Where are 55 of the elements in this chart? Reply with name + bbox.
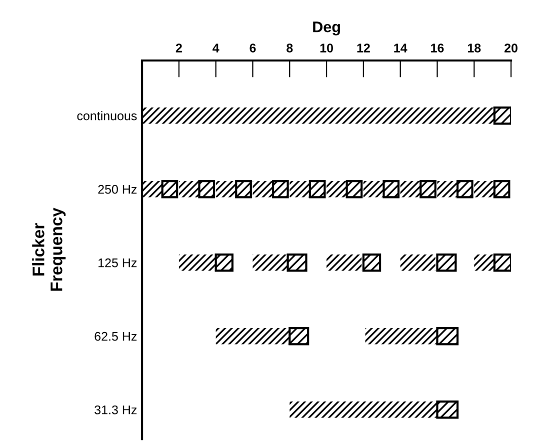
bar [178, 181, 200, 198]
x-tick-label: 2 [176, 44, 182, 52]
y-axis-title: Flicker Frequency [32, 208, 66, 291]
bar [272, 180, 289, 198]
x-tick-label: 6 [250, 44, 256, 52]
bar [362, 253, 382, 272]
bar [290, 181, 310, 198]
x-tick-label: 20 [504, 44, 518, 52]
y-tick-label: 62.5 Hz [94, 332, 137, 341]
bar [142, 181, 162, 198]
bar [436, 400, 459, 419]
bar [216, 328, 290, 344]
bar [346, 180, 363, 198]
bar [400, 254, 436, 271]
bar [382, 180, 400, 198]
y-tick-label: continuous [77, 111, 137, 120]
bar [326, 181, 347, 198]
bar [456, 180, 474, 198]
bar [286, 253, 308, 272]
bar [363, 181, 384, 198]
bar [436, 327, 459, 346]
bar [161, 180, 178, 198]
bar [493, 180, 510, 198]
bar [326, 254, 362, 271]
bar [214, 253, 234, 272]
x-tick-label: 4 [212, 44, 220, 52]
bar [493, 253, 512, 272]
x-tick-label: 8 [286, 44, 293, 52]
x-tick-label: 18 [468, 44, 481, 52]
x-axis-title: Deg [313, 22, 340, 36]
bar [437, 181, 458, 198]
bar [308, 180, 326, 198]
bar [493, 106, 512, 125]
bar [178, 254, 216, 271]
bar [216, 181, 236, 198]
bar [252, 181, 274, 198]
bar [436, 253, 457, 272]
y-tick-label: 250 Hz [98, 184, 137, 194]
bar [142, 108, 494, 124]
bar [198, 180, 216, 198]
bar [420, 180, 436, 198]
x-tick-label: 12 [357, 44, 370, 52]
bar [252, 254, 288, 271]
bar [365, 328, 438, 344]
x-tick-label: 14 [394, 44, 408, 52]
bar [290, 402, 438, 418]
x-tick-label: 10 [320, 44, 333, 52]
bar [474, 254, 494, 271]
x-tick-label: 16 [431, 44, 444, 52]
bar [474, 181, 494, 198]
y-tick-label: 31.3 Hz [94, 405, 137, 414]
bar [400, 181, 421, 198]
bar [288, 327, 310, 346]
y-tick-label: 125 Hz [98, 258, 137, 268]
bar [235, 180, 252, 198]
